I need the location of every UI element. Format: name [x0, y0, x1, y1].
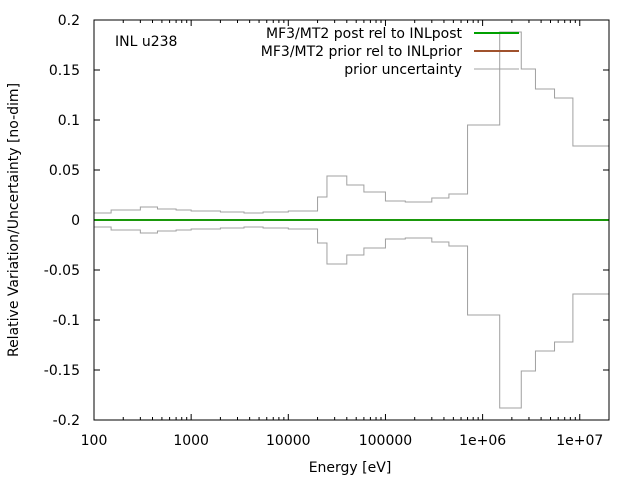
prior-uncertainty-lower-line: [94, 226, 609, 409]
chart-annotation: INL u238: [115, 34, 177, 50]
y-tick-label: -0.2: [53, 413, 80, 429]
legend-label: MF3/MT2 post rel to INLpost: [266, 26, 462, 42]
y-tick-label: 0: [71, 213, 80, 229]
y-tick-label: 0.2: [58, 13, 80, 29]
y-axis-label: Relative Variation/Uncertainty [no-dim]: [6, 83, 22, 357]
legend-label: prior uncertainty: [344, 62, 462, 78]
x-tick-label: 100: [81, 433, 108, 449]
y-tick-label: 0.1: [58, 113, 80, 129]
x-tick-label: 1e+07: [556, 433, 603, 449]
plot-frame: [93, 19, 610, 421]
prior-uncertainty-upper-line: [94, 31, 609, 214]
y-tick-label: -0.15: [44, 363, 80, 379]
x-tick-label: 10000: [266, 433, 311, 449]
y-tick-label: 0.15: [49, 63, 80, 79]
x-tick-label: 1e+06: [459, 433, 506, 449]
y-tick-label: -0.05: [44, 263, 80, 279]
series-layer: [94, 31, 609, 409]
y-tick-label: -0.1: [53, 313, 80, 329]
x-axis-label: Energy [eV]: [309, 460, 392, 476]
y-tick-label: 0.05: [49, 163, 80, 179]
legend: MF3/MT2 post rel to INLpost MF3/MT2 prior…: [261, 26, 519, 78]
legend-label: MF3/MT2 prior rel to INLprior: [261, 44, 462, 60]
x-tick-label: 100000: [359, 433, 412, 449]
x-tick-label: 1000: [173, 433, 209, 449]
